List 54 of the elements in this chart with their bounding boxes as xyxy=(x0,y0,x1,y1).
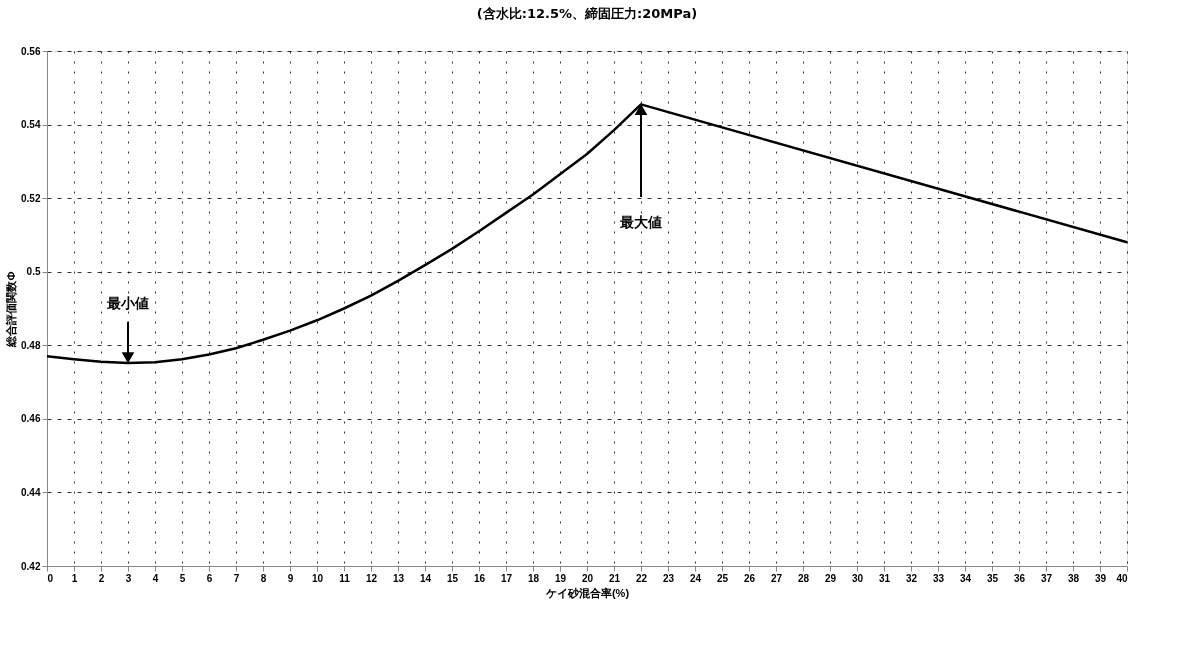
x-tick-label: 40 xyxy=(1116,572,1128,584)
x-tick-label: 20 xyxy=(581,572,594,584)
x-tick-label: 4 xyxy=(152,572,159,584)
x-axis-title: ケイ砂混合率(%) xyxy=(544,586,630,599)
x-tick-label: 30 xyxy=(851,572,864,584)
x-tick-label: 8 xyxy=(260,572,267,584)
y-tick-label: 0.42 xyxy=(21,560,41,572)
x-tick-label: 10 xyxy=(311,572,324,584)
x-tick-label: 3 xyxy=(125,572,132,584)
x-tick-label: 22 xyxy=(635,572,648,584)
x-tick-label: 37 xyxy=(1040,572,1053,584)
y-tick-label: 0.46 xyxy=(21,413,41,425)
y-axis-title: 総合評価関数Φ xyxy=(5,271,18,348)
y-tick-label: 0.44 xyxy=(21,486,41,498)
x-tick-label: 21 xyxy=(608,572,621,584)
x-tick-label: 7 xyxy=(233,572,240,584)
x-tick-label: 1 xyxy=(71,572,78,584)
x-tick-label: 17 xyxy=(500,572,513,584)
x-tick-label: 27 xyxy=(770,572,783,584)
x-tick-label: 28 xyxy=(797,572,810,584)
x-tick-label: 18 xyxy=(527,572,540,584)
x-tick-label: 12 xyxy=(365,572,378,584)
x-tick-label: 15 xyxy=(446,572,459,584)
y-tick-label: 0.48 xyxy=(21,339,41,351)
x-tick-label: 14 xyxy=(419,572,432,584)
x-tick-label: 25 xyxy=(716,572,729,584)
x-tick-label: 23 xyxy=(662,572,675,584)
x-tick-label: 13 xyxy=(392,572,405,584)
x-tick-label: 5 xyxy=(179,572,186,584)
x-tick-label: 16 xyxy=(473,572,486,584)
x-tick-label: 6 xyxy=(206,572,213,584)
x-tick-label: 26 xyxy=(743,572,756,584)
x-tick-label: 24 xyxy=(689,572,702,584)
x-tick-label: 11 xyxy=(339,572,351,584)
y-tick-label: 0.5 xyxy=(26,266,41,278)
chart-title: (含水比:12.5%、締固圧力:20MPa) xyxy=(476,6,698,21)
x-tick-label: 33 xyxy=(932,572,945,584)
x-tick-label: 38 xyxy=(1067,572,1080,584)
x-tick-label: 9 xyxy=(287,572,294,584)
x-tick-label: 35 xyxy=(986,572,999,584)
x-tick-label: 36 xyxy=(1013,572,1026,584)
x-tick-label: 2 xyxy=(98,572,105,584)
x-tick-label: 39 xyxy=(1094,572,1107,584)
annotation: 最大値 xyxy=(619,213,662,230)
x-tick-label: 0 xyxy=(47,572,54,584)
x-tick-label: 31 xyxy=(878,572,891,584)
x-tick-label: 34 xyxy=(959,572,972,584)
y-tick-label: 0.56 xyxy=(21,45,41,57)
annotation: 最小値 xyxy=(106,294,149,311)
y-tick-label: 0.52 xyxy=(21,192,41,204)
x-tick-label: 29 xyxy=(824,572,837,584)
y-tick-label: 0.54 xyxy=(21,119,41,131)
x-tick-label: 32 xyxy=(905,572,918,584)
x-tick-label: 19 xyxy=(554,572,567,584)
